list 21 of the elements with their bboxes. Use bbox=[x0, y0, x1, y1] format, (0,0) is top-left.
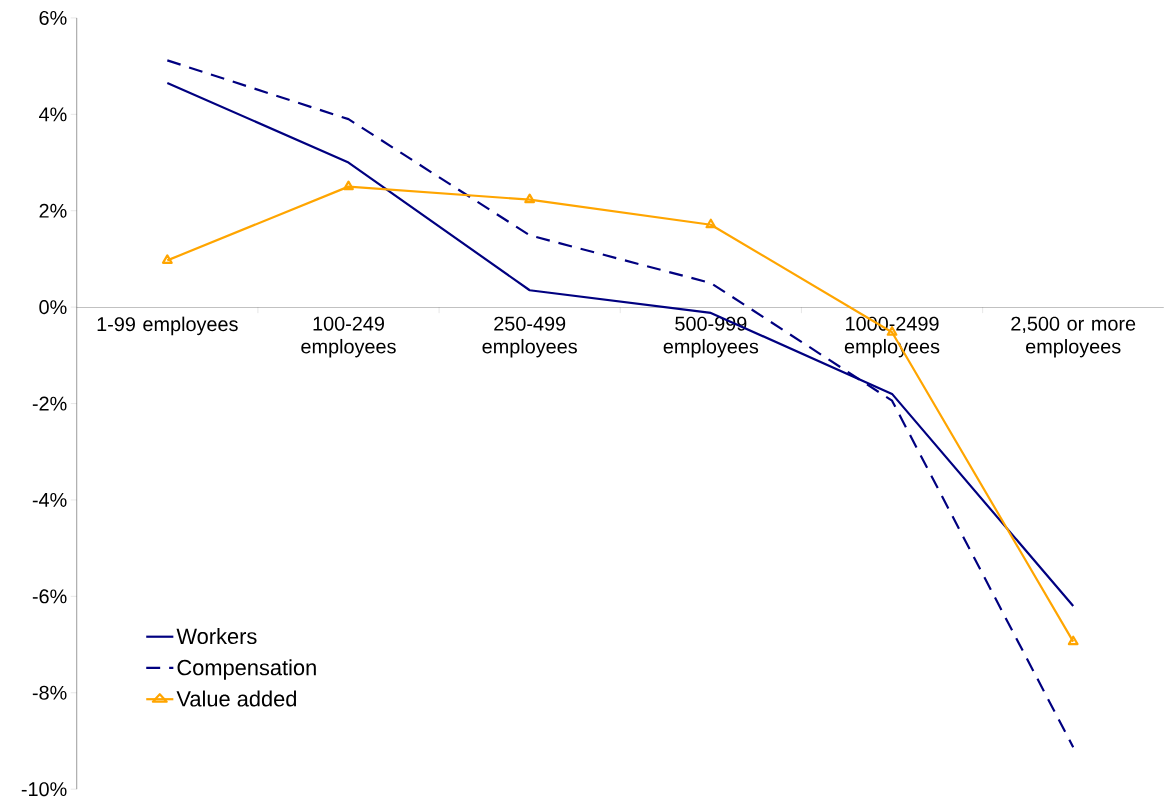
x-tick-label: 100-249 employees bbox=[301, 316, 396, 358]
x-tick-label: 2,500 or more employees bbox=[1011, 316, 1136, 358]
y-tick-label: -6% bbox=[32, 589, 67, 604]
point bbox=[705, 218, 717, 229]
y-tick-label: 0% bbox=[39, 300, 67, 315]
y-tick-label: -8% bbox=[32, 685, 67, 700]
y-tick-label: 6% bbox=[39, 10, 67, 25]
point bbox=[524, 193, 536, 204]
legend-label: Compensation bbox=[177, 659, 316, 680]
x-tick-label: 250-499 employees bbox=[482, 316, 577, 358]
point bbox=[161, 254, 173, 264]
point bbox=[343, 180, 354, 191]
x-tick-label: 1-99 employees bbox=[97, 316, 238, 336]
y-tick-label: -10% bbox=[21, 782, 67, 797]
y-tick-label: 2% bbox=[39, 203, 67, 218]
y-tick-label: -4% bbox=[32, 492, 67, 507]
y-tick-label: 4% bbox=[39, 107, 67, 122]
legend-label: Value added bbox=[176, 690, 297, 707]
legend-label: Workers bbox=[176, 627, 257, 645]
point bbox=[1067, 635, 1079, 646]
y-tick-label: -2% bbox=[32, 396, 67, 411]
